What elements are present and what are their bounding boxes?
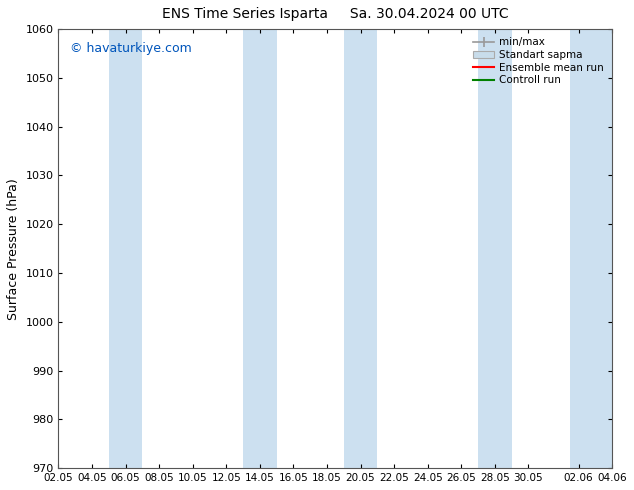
Bar xyxy=(109,29,143,468)
Bar xyxy=(478,29,512,468)
Title: ENS Time Series Isparta     Sa. 30.04.2024 00 UTC: ENS Time Series Isparta Sa. 30.04.2024 0… xyxy=(162,7,508,21)
Bar xyxy=(344,29,377,468)
Bar xyxy=(243,29,276,468)
Text: © havaturkiye.com: © havaturkiye.com xyxy=(70,42,191,55)
Y-axis label: Surface Pressure (hPa): Surface Pressure (hPa) xyxy=(7,178,20,319)
Bar xyxy=(571,29,612,468)
Legend: min/max, Standart sapma, Ensemble mean run, Controll run: min/max, Standart sapma, Ensemble mean r… xyxy=(470,34,607,88)
